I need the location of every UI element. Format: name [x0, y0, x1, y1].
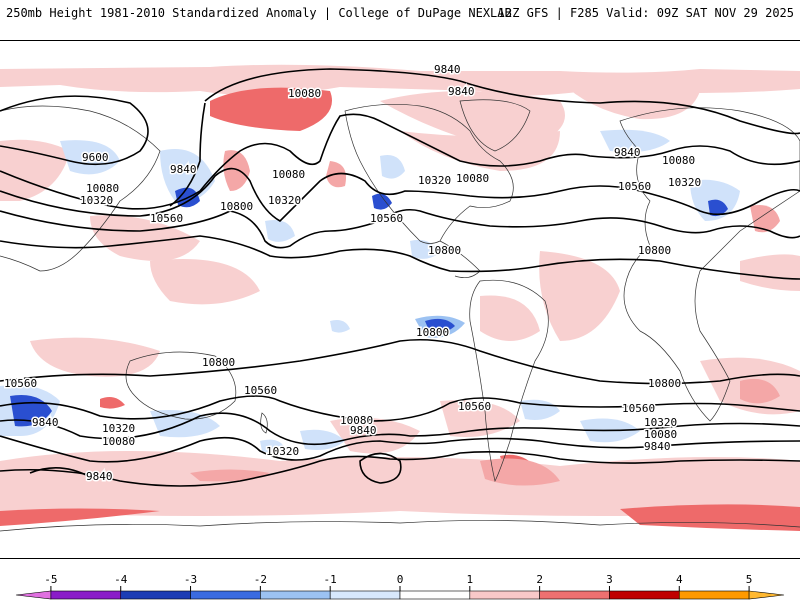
colorbar-ticks: -5 -4 -3 -2 -1 0 1 2 3 4 5	[44, 573, 752, 591]
contour-label: 9840	[170, 163, 197, 176]
colorbar-bin	[260, 590, 331, 600]
colorbar-tick-label: 0	[397, 573, 404, 586]
contour-label: 10320	[102, 422, 135, 435]
contour-label: 10800	[638, 244, 671, 257]
contour-label: 10080	[272, 168, 305, 181]
colorbar-tick-label: 4	[676, 573, 683, 586]
colorbar-bin	[748, 590, 785, 600]
colorbar-tick-label: -4	[114, 573, 128, 586]
contour-label: 10320	[80, 194, 113, 207]
colorbar-bin	[50, 590, 122, 600]
contour-label: 9840	[86, 470, 113, 483]
contour-label: 10560	[618, 180, 651, 193]
colorbar-tick-label: -5	[44, 573, 57, 586]
contour-label: 10320	[668, 176, 701, 189]
map-title: 250mb Height 1981-2010 Standardized Anom…	[6, 6, 512, 20]
colorbar-tick-label: -1	[324, 573, 337, 586]
colorbar-bin	[539, 590, 610, 600]
contour-label: 10080	[456, 172, 489, 185]
contour-label: 10560	[458, 400, 491, 413]
height-contours	[0, 68, 800, 487]
contour-label: 10080	[644, 428, 677, 441]
contour-label: 10080	[86, 182, 119, 195]
contour-label: 10560	[150, 212, 183, 225]
contour-label: 9840	[644, 440, 671, 453]
colorbar-tick-label: -3	[184, 573, 197, 586]
contour-label: 10800	[202, 356, 235, 369]
colorbar-bin	[15, 590, 52, 600]
colorbar-bins	[15, 590, 785, 600]
anomaly-map: 9840 9840 10080 9600 9840 10080 10320 10…	[0, 41, 800, 558]
contour-label: 10560	[244, 384, 277, 397]
contour-label: 10320	[644, 416, 677, 429]
contour-label: 9840	[434, 63, 461, 76]
colorbar-tick-label: 2	[536, 573, 543, 586]
colorbar-bin	[399, 590, 471, 600]
map-panel: 9840 9840 10080 9600 9840 10080 10320 10…	[0, 40, 800, 559]
contour-label: 10080	[288, 87, 321, 100]
colorbar-bin	[120, 590, 191, 600]
contour-label: 10800	[416, 326, 449, 339]
contour-label-layer: 9840 9840 10080 9600 9840 10080 10320 10…	[3, 62, 703, 485]
contour-label: 9840	[32, 416, 59, 429]
contour-label: 9840	[350, 424, 377, 437]
contour-label: 10320	[268, 194, 301, 207]
contour-label: 10560	[370, 212, 403, 225]
colorbar-tick-label: -2	[254, 573, 267, 586]
contour-label: 9600	[82, 151, 109, 164]
contour-label: 10080	[340, 414, 373, 427]
colorbar-bin	[190, 590, 261, 600]
contour-label: 10560	[4, 377, 37, 390]
model-run-label: 12Z GFS | F285 Valid: 09Z SAT NOV 29 202…	[497, 6, 794, 20]
contour-label: 10560	[622, 402, 655, 415]
colorbar-tick-label: 1	[467, 573, 474, 586]
contour-label: 9840	[614, 146, 641, 159]
contour-label: 10800	[648, 377, 681, 390]
anomaly-colorbar: -5 -4 -3 -2 -1 0 1 2 3 4 5	[15, 573, 785, 600]
colorbar-bin	[469, 590, 540, 600]
contour-label: 10080	[662, 154, 695, 167]
contour-label: 10800	[220, 200, 253, 213]
contour-label: 10320	[266, 445, 299, 458]
colorbar-bin	[678, 590, 750, 600]
colorbar-tick-label: 3	[606, 573, 613, 586]
colorbar-tick-label: 5	[746, 573, 753, 586]
colorbar-bin	[329, 590, 401, 600]
contour-label: 9840	[448, 85, 475, 98]
contour-label: 10320	[418, 174, 451, 187]
contour-label: 10800	[428, 244, 461, 257]
contour-label: 10080	[102, 435, 135, 448]
colorbar-bin	[609, 590, 680, 600]
